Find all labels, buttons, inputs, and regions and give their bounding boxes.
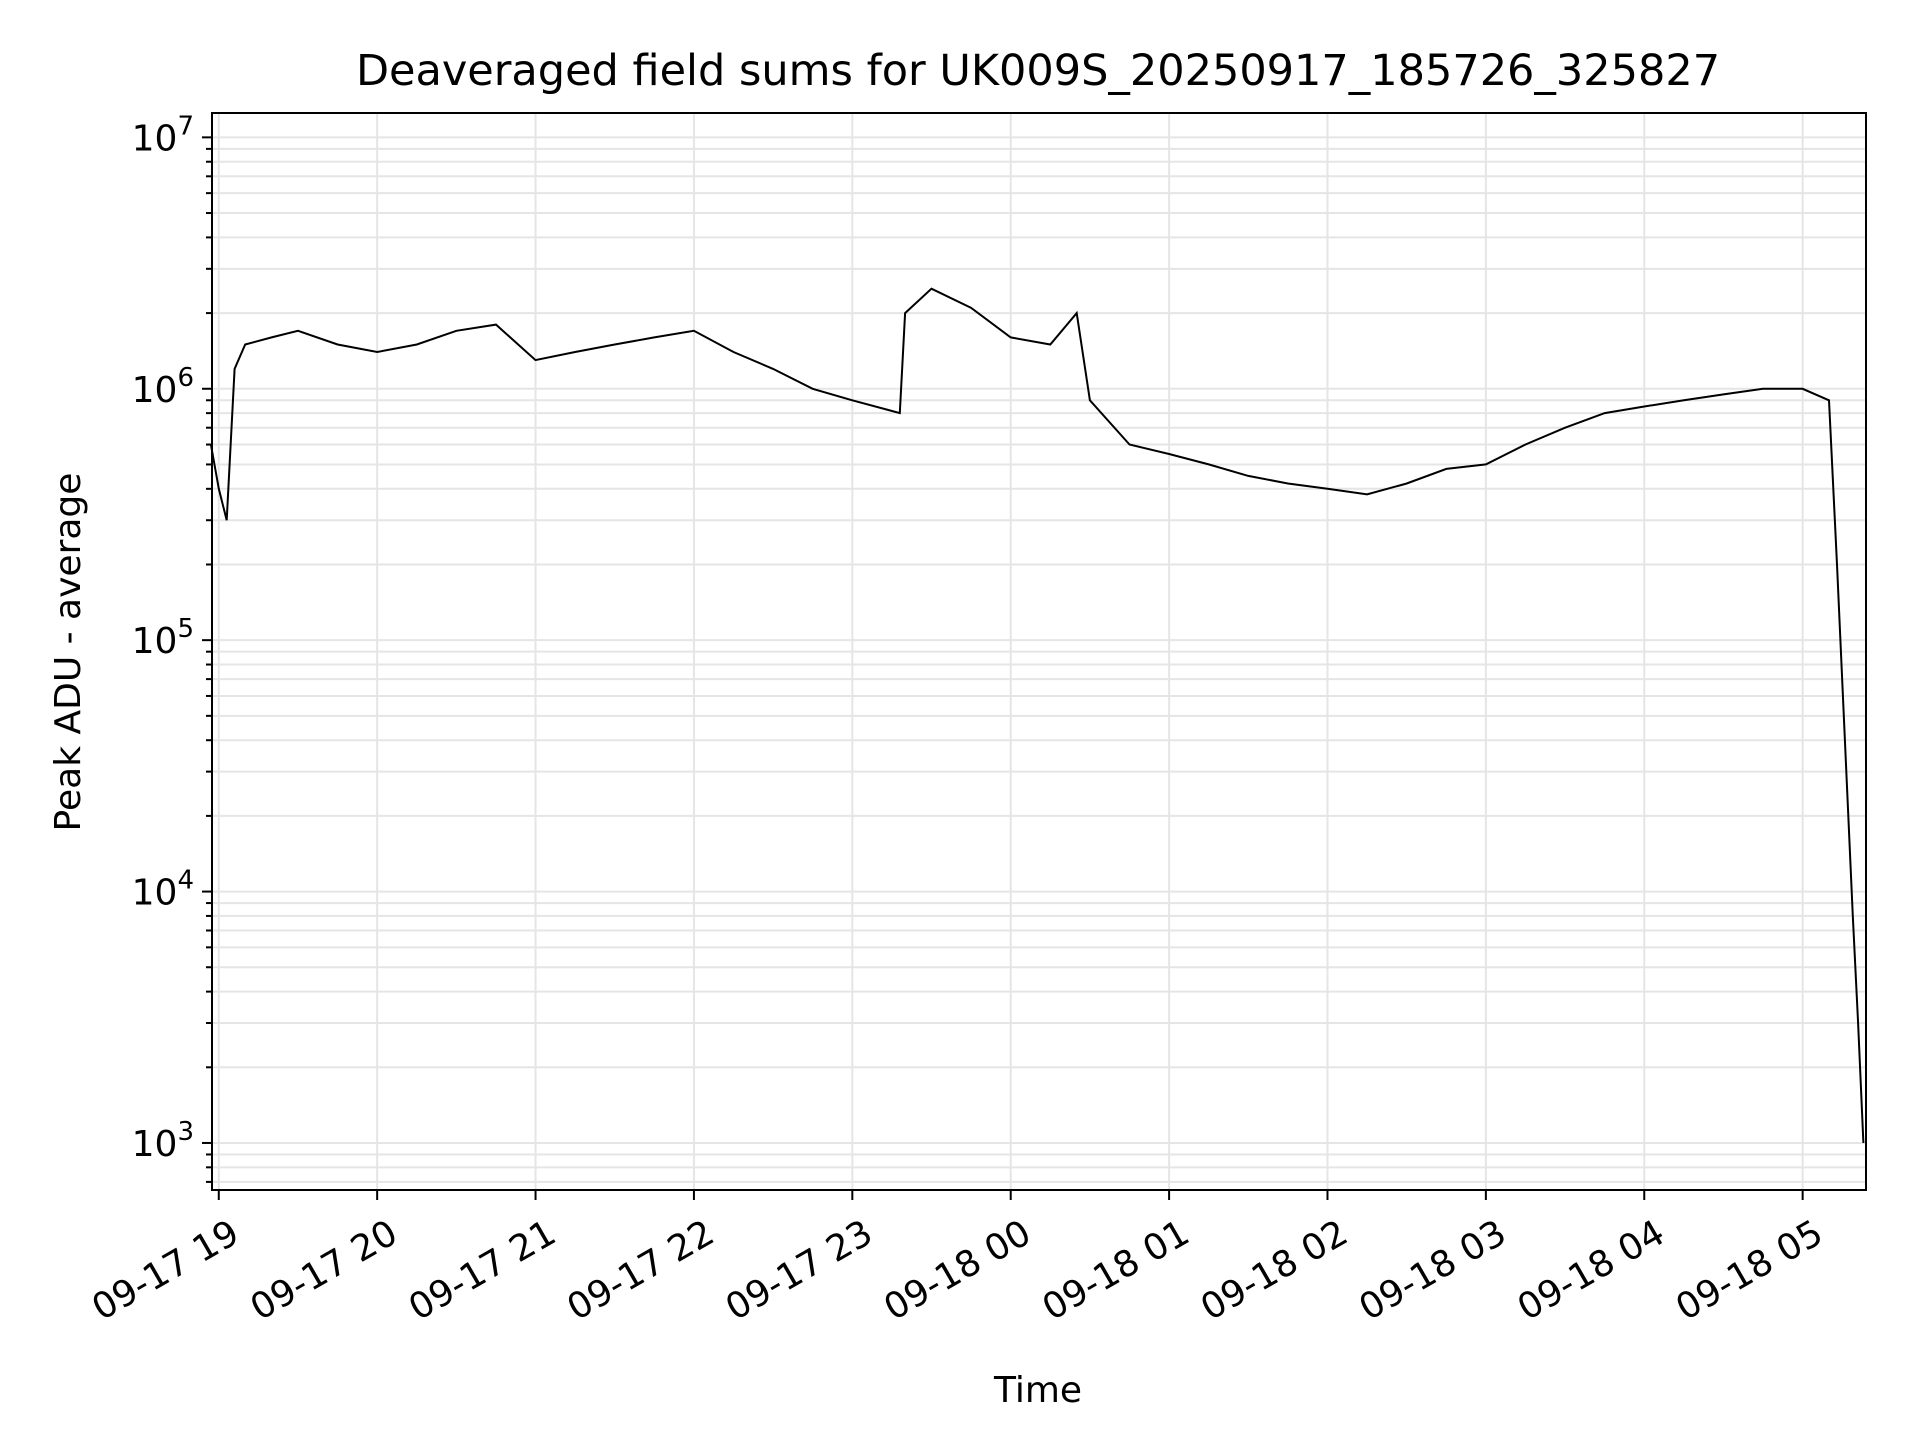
series-line-0 — [209, 287, 1865, 1144]
y-tick-label: 106 — [132, 363, 194, 411]
y-tick-label: 105 — [132, 614, 194, 662]
y-tick-label: 107 — [132, 111, 194, 159]
y-tick-label: 103 — [132, 1117, 194, 1165]
x-axis-label: Time — [993, 1370, 1082, 1411]
grid — [212, 113, 1866, 1190]
y-tick-label: 104 — [132, 866, 194, 914]
y-axis-label: Peak ADU - average — [48, 473, 89, 832]
y-axis: 103 104 105 106 107 — [132, 111, 212, 1183]
series-group — [209, 287, 1865, 1144]
chart-title: Deaveraged field sums for UK009S_2025091… — [356, 46, 1720, 96]
